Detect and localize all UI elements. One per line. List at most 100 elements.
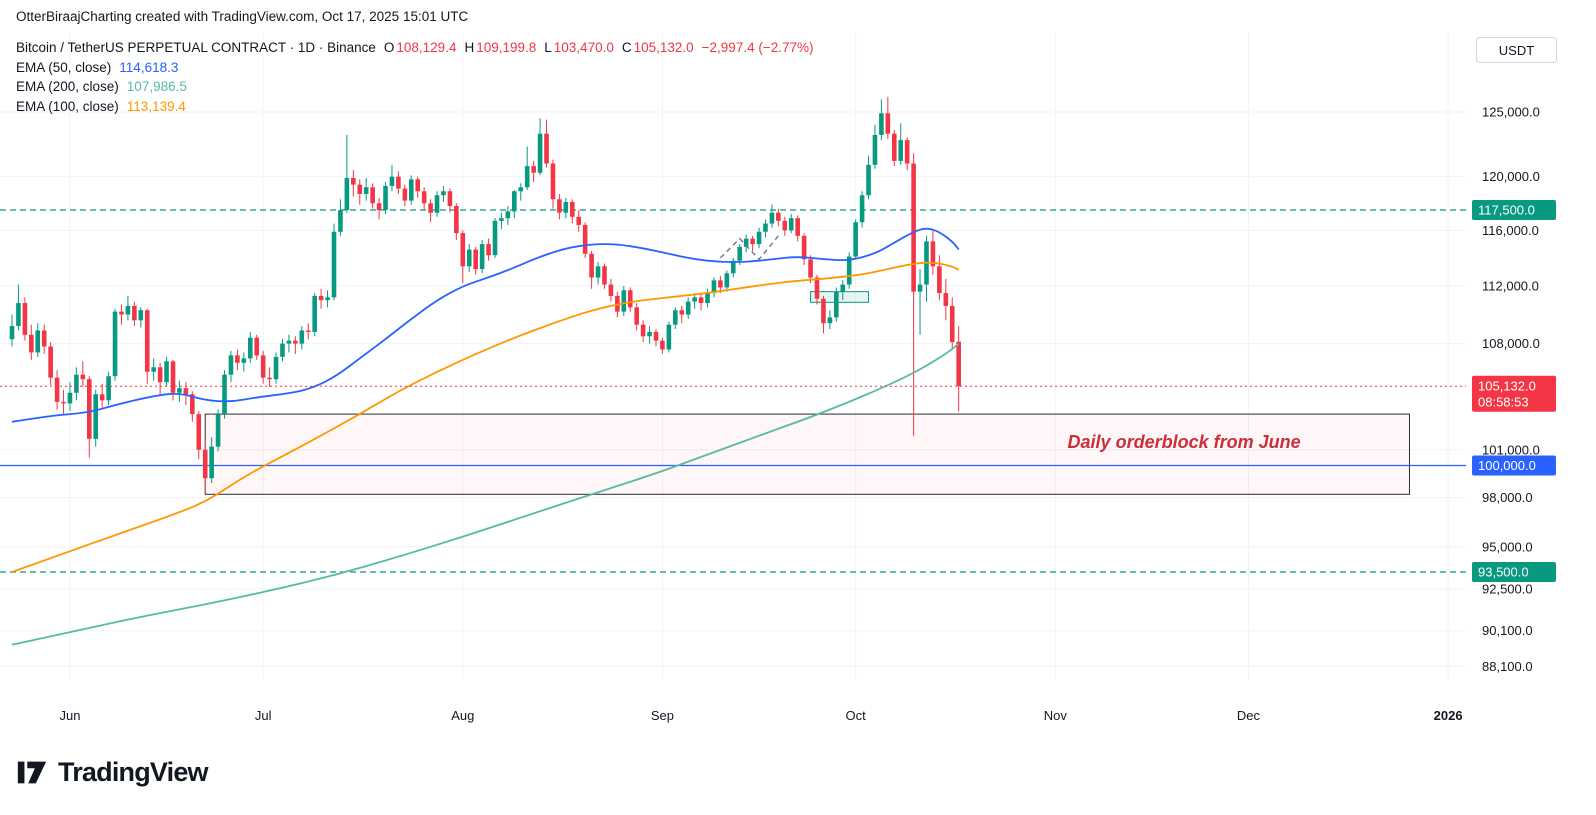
symbol-title[interactable]: Bitcoin / TetherUS PERPETUAL CONTRACT · … [16, 40, 376, 55]
ema50-value: 114,618.3 [119, 59, 179, 75]
candle-body [473, 249, 478, 270]
candle-body [821, 298, 826, 324]
candle-body [730, 260, 736, 274]
candle-body [247, 337, 253, 359]
candle-body [344, 177, 350, 211]
ema-100-line [11, 261, 960, 573]
price-label: 116,000.0 [1482, 223, 1539, 238]
time-scale[interactable] [0, 680, 1466, 744]
candle-body [640, 324, 646, 337]
price-badge-rect [1472, 562, 1556, 583]
indicator-row-ema50: EMA (50, close) 114,618.3 [16, 58, 814, 78]
candle-body [937, 266, 942, 294]
candle-body [144, 310, 150, 372]
candle-body [685, 301, 691, 315]
candle-body [885, 113, 891, 134]
candle-body [441, 191, 446, 196]
candle-body [299, 330, 305, 344]
countdown-text: 08:58:53 [1478, 395, 1529, 410]
price-badge: 100,000.0 [1472, 455, 1556, 476]
candle-body [711, 280, 717, 294]
candle-body [325, 297, 330, 301]
candle-body [305, 330, 311, 332]
ema-200-line [11, 343, 960, 646]
time-label-Jul: Jul [255, 708, 272, 723]
candle-body [763, 223, 768, 232]
candle-body [814, 277, 820, 299]
candle-body [834, 291, 839, 318]
candles-layer [9, 96, 961, 493]
chart-pane[interactable]: Daily orderblock from June 125,000.0 120,0… [0, 32, 1596, 744]
candle-body [537, 133, 543, 173]
candle-body [241, 358, 247, 363]
ema50-label[interactable]: EMA (50, close) [16, 59, 112, 75]
candle-body [698, 297, 704, 304]
candle-body [22, 303, 28, 335]
ohlc-h-label: H [464, 40, 475, 55]
candle-body [202, 449, 208, 479]
candle-body [383, 185, 388, 211]
candle-body [222, 374, 227, 415]
candle-body [930, 241, 936, 267]
candle-body [866, 164, 871, 196]
candle-body [331, 231, 337, 298]
candle-body [408, 179, 414, 201]
tradingview-logo-icon[interactable] [15, 755, 49, 789]
currency-usdt-button[interactable]: USDT [1476, 37, 1557, 63]
candle-body [112, 311, 118, 377]
time-label-Aug: Aug [451, 708, 474, 723]
tradingview-wordmark[interactable]: TradingView [58, 756, 209, 787]
candle-body [917, 284, 923, 292]
candle-body [428, 203, 433, 213]
candle-body [557, 199, 562, 213]
footer: TradingView [15, 755, 1596, 789]
ohlc-c-label: C [621, 40, 632, 55]
ema100-label[interactable]: EMA (100, close) [16, 98, 119, 114]
candle-body [138, 310, 144, 321]
candle-body [563, 201, 569, 213]
price-label: 88,100.0 [1482, 659, 1533, 674]
candle-body [853, 222, 858, 257]
tradingview-logo-svg [17, 761, 47, 784]
candle-body [692, 297, 697, 302]
candle-body [16, 303, 21, 327]
candle-body [67, 392, 73, 404]
time-axis: Jun Jul Aug Sep Oct Nov Dec 2026 [59, 708, 1462, 723]
candle-body [80, 374, 86, 380]
candle-body [454, 205, 459, 234]
candle-body [859, 195, 865, 223]
candle-body [170, 361, 176, 393]
ohlc-h-value: 109,199.8 [476, 40, 537, 55]
candle-body [589, 253, 594, 278]
candle-body [35, 330, 41, 353]
price-label: 95,000.0 [1482, 539, 1533, 554]
price-label: 101,000.0 [1482, 442, 1540, 457]
candle-body [718, 280, 723, 288]
ema200-label[interactable]: EMA (200, close) [16, 79, 119, 94]
price-label: 120,000.0 [1482, 169, 1540, 184]
candle-body [61, 401, 66, 404]
candle-body [518, 187, 524, 192]
logo-seven-shape [27, 761, 47, 784]
price-axis: 125,000.0 120,000.0 116,000.0 112,000.0 108,… [1472, 105, 1556, 674]
candle-body [280, 343, 285, 357]
candle-body [840, 284, 846, 292]
candle-body [376, 203, 382, 211]
legend: Bitcoin / TetherUS PERPETUAL CONTRACT · … [16, 38, 814, 116]
price-badge-rect [1472, 375, 1556, 412]
dashed-drawing [719, 235, 779, 261]
candle-body [724, 273, 730, 288]
ohlc-l-label: L [544, 40, 552, 55]
candle-body [756, 231, 762, 245]
candle-body [679, 310, 685, 315]
candle-body [653, 331, 659, 341]
candle-body [254, 337, 260, 356]
candle-body [286, 340, 292, 344]
price-badge-text: 100,000.0 [1478, 458, 1536, 473]
ema-50-line [11, 227, 960, 423]
attribution-bar: OtterBiraajCharting created with Trading… [0, 0, 1596, 32]
candle-body [157, 367, 163, 383]
candle-body [312, 295, 317, 332]
price-scale[interactable] [1466, 32, 1596, 680]
candle-body [647, 331, 652, 337]
